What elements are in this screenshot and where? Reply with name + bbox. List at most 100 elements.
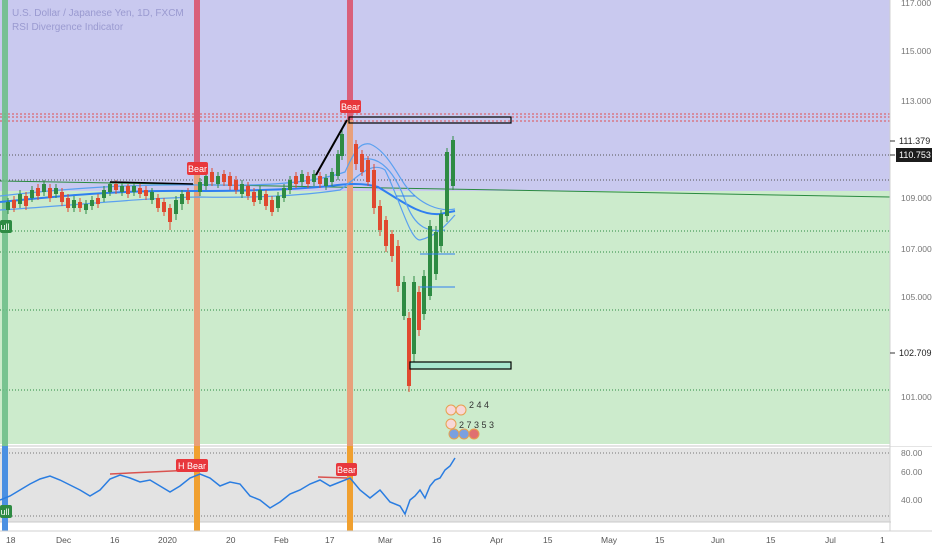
candle-body xyxy=(78,202,82,208)
time-label: 16 xyxy=(110,535,120,545)
time-label: 1 xyxy=(880,535,885,545)
price-tick-label: 113.000 xyxy=(901,96,931,106)
rsi-axis[interactable]: 80.00 60.00 40.00 xyxy=(891,447,932,531)
rsi-pane-background xyxy=(0,448,890,522)
time-label: 18 xyxy=(6,535,16,545)
candle-body xyxy=(12,200,16,208)
rsi-h-bear-label: H Bear xyxy=(176,459,208,472)
candle-body xyxy=(240,184,244,194)
time-label: 2020 xyxy=(158,535,177,545)
time-label: Apr xyxy=(490,535,503,545)
price-tick-label: 101.000 xyxy=(901,392,932,402)
candle-body xyxy=(174,200,178,214)
candle-body xyxy=(120,186,124,192)
svg-text:Bear: Bear xyxy=(188,164,207,174)
candle-body xyxy=(42,184,46,192)
candle-body xyxy=(72,200,76,208)
time-label: Jun xyxy=(711,535,725,545)
bull-label-left: ull xyxy=(0,220,12,233)
candle-body xyxy=(18,194,22,204)
rsi-divergence-line-2 xyxy=(317,476,348,479)
candle-body xyxy=(228,176,232,186)
rsi-bull-label: ull xyxy=(0,505,12,518)
svg-text:102.709: 102.709 xyxy=(899,348,932,358)
candle-body xyxy=(434,232,438,274)
candle-body xyxy=(84,204,88,210)
svg-text:2 4 4: 2 4 4 xyxy=(469,400,489,410)
candle-body xyxy=(360,154,364,172)
bear-label-top: Bear xyxy=(340,100,361,113)
time-axis[interactable]: 18 Dec 16 2020 20 Feb 17 Mar 16 Apr 15 M… xyxy=(0,530,932,550)
candle-body xyxy=(324,178,328,186)
candle-body xyxy=(412,282,416,354)
candle-body xyxy=(402,282,406,316)
candle-body xyxy=(445,152,449,216)
candle-body xyxy=(36,188,40,196)
time-label: Dec xyxy=(56,535,72,545)
candle-body xyxy=(24,196,28,206)
candle-body xyxy=(144,190,148,196)
candle-body xyxy=(60,192,64,202)
candle-body xyxy=(102,190,106,198)
symbol-legend[interactable]: U.S. Dollar / Japanese Yen, 1D, FXCM xyxy=(12,8,184,19)
candle-body xyxy=(258,190,262,200)
candle-body xyxy=(138,188,142,194)
bear-label-left: Bear xyxy=(187,162,208,175)
candle-body xyxy=(396,246,400,286)
candle-body xyxy=(354,144,358,164)
price-tick-label: 105.000 xyxy=(901,292,932,302)
candle-body xyxy=(66,198,70,208)
candle-body xyxy=(336,154,340,176)
candle-body xyxy=(439,214,443,246)
candle-body xyxy=(384,220,388,246)
candle-body xyxy=(390,234,394,256)
price-tick-label: 107.000 xyxy=(901,244,932,254)
time-label: 15 xyxy=(766,535,776,545)
candle-body xyxy=(306,176,310,184)
candle-body xyxy=(340,134,344,156)
price-axis[interactable]: 117.000 115.000 113.000 109.000 107.000 … xyxy=(889,0,932,550)
rsi-line xyxy=(0,457,456,516)
candle-body xyxy=(90,200,94,206)
svg-text:ull: ull xyxy=(0,507,9,517)
candle-body xyxy=(270,200,274,212)
price-tag-high: 111.379 xyxy=(890,134,932,148)
candle-body xyxy=(252,192,256,202)
svg-text:Bear: Bear xyxy=(337,465,356,475)
support-zone xyxy=(0,191,890,444)
svg-text:2 7 3 5 3: 2 7 3 5 3 xyxy=(459,420,494,430)
price-candles[interactable] xyxy=(6,130,455,392)
svg-text:111.379: 111.379 xyxy=(899,136,930,146)
time-label: May xyxy=(601,535,618,545)
time-label: 15 xyxy=(543,535,553,545)
svg-text:ull: ull xyxy=(0,222,9,232)
candle-body xyxy=(114,184,118,190)
candle-body xyxy=(150,192,154,200)
candle-body xyxy=(126,186,130,194)
candle-body xyxy=(294,176,298,184)
candle-body xyxy=(6,202,10,210)
candle-body xyxy=(300,174,304,182)
drawings[interactable] xyxy=(109,116,512,370)
candle-body xyxy=(30,190,34,198)
candle-body xyxy=(210,172,214,182)
candle-body xyxy=(96,198,100,204)
rsi-bear-label: Bear xyxy=(336,463,357,476)
candle-body xyxy=(204,176,208,186)
price-tick-label: 109.000 xyxy=(901,193,932,203)
candle-body xyxy=(48,188,52,198)
candle-body xyxy=(54,188,58,194)
candle-body xyxy=(407,318,411,386)
price-tick-label: 115.000 xyxy=(901,46,931,56)
candle-body xyxy=(186,192,190,200)
candle-body xyxy=(451,140,455,186)
candle-body xyxy=(428,226,432,296)
rsi-tick-label: 80.00 xyxy=(901,448,923,458)
rsi-tick-label: 60.00 xyxy=(901,467,923,477)
candle-body xyxy=(422,276,426,314)
calendar-badges[interactable]: 2 4 4 2 7 3 5 3 xyxy=(445,400,494,440)
indicator-legend[interactable]: RSI Divergence Indicator xyxy=(12,22,124,33)
candle-body xyxy=(180,194,184,204)
